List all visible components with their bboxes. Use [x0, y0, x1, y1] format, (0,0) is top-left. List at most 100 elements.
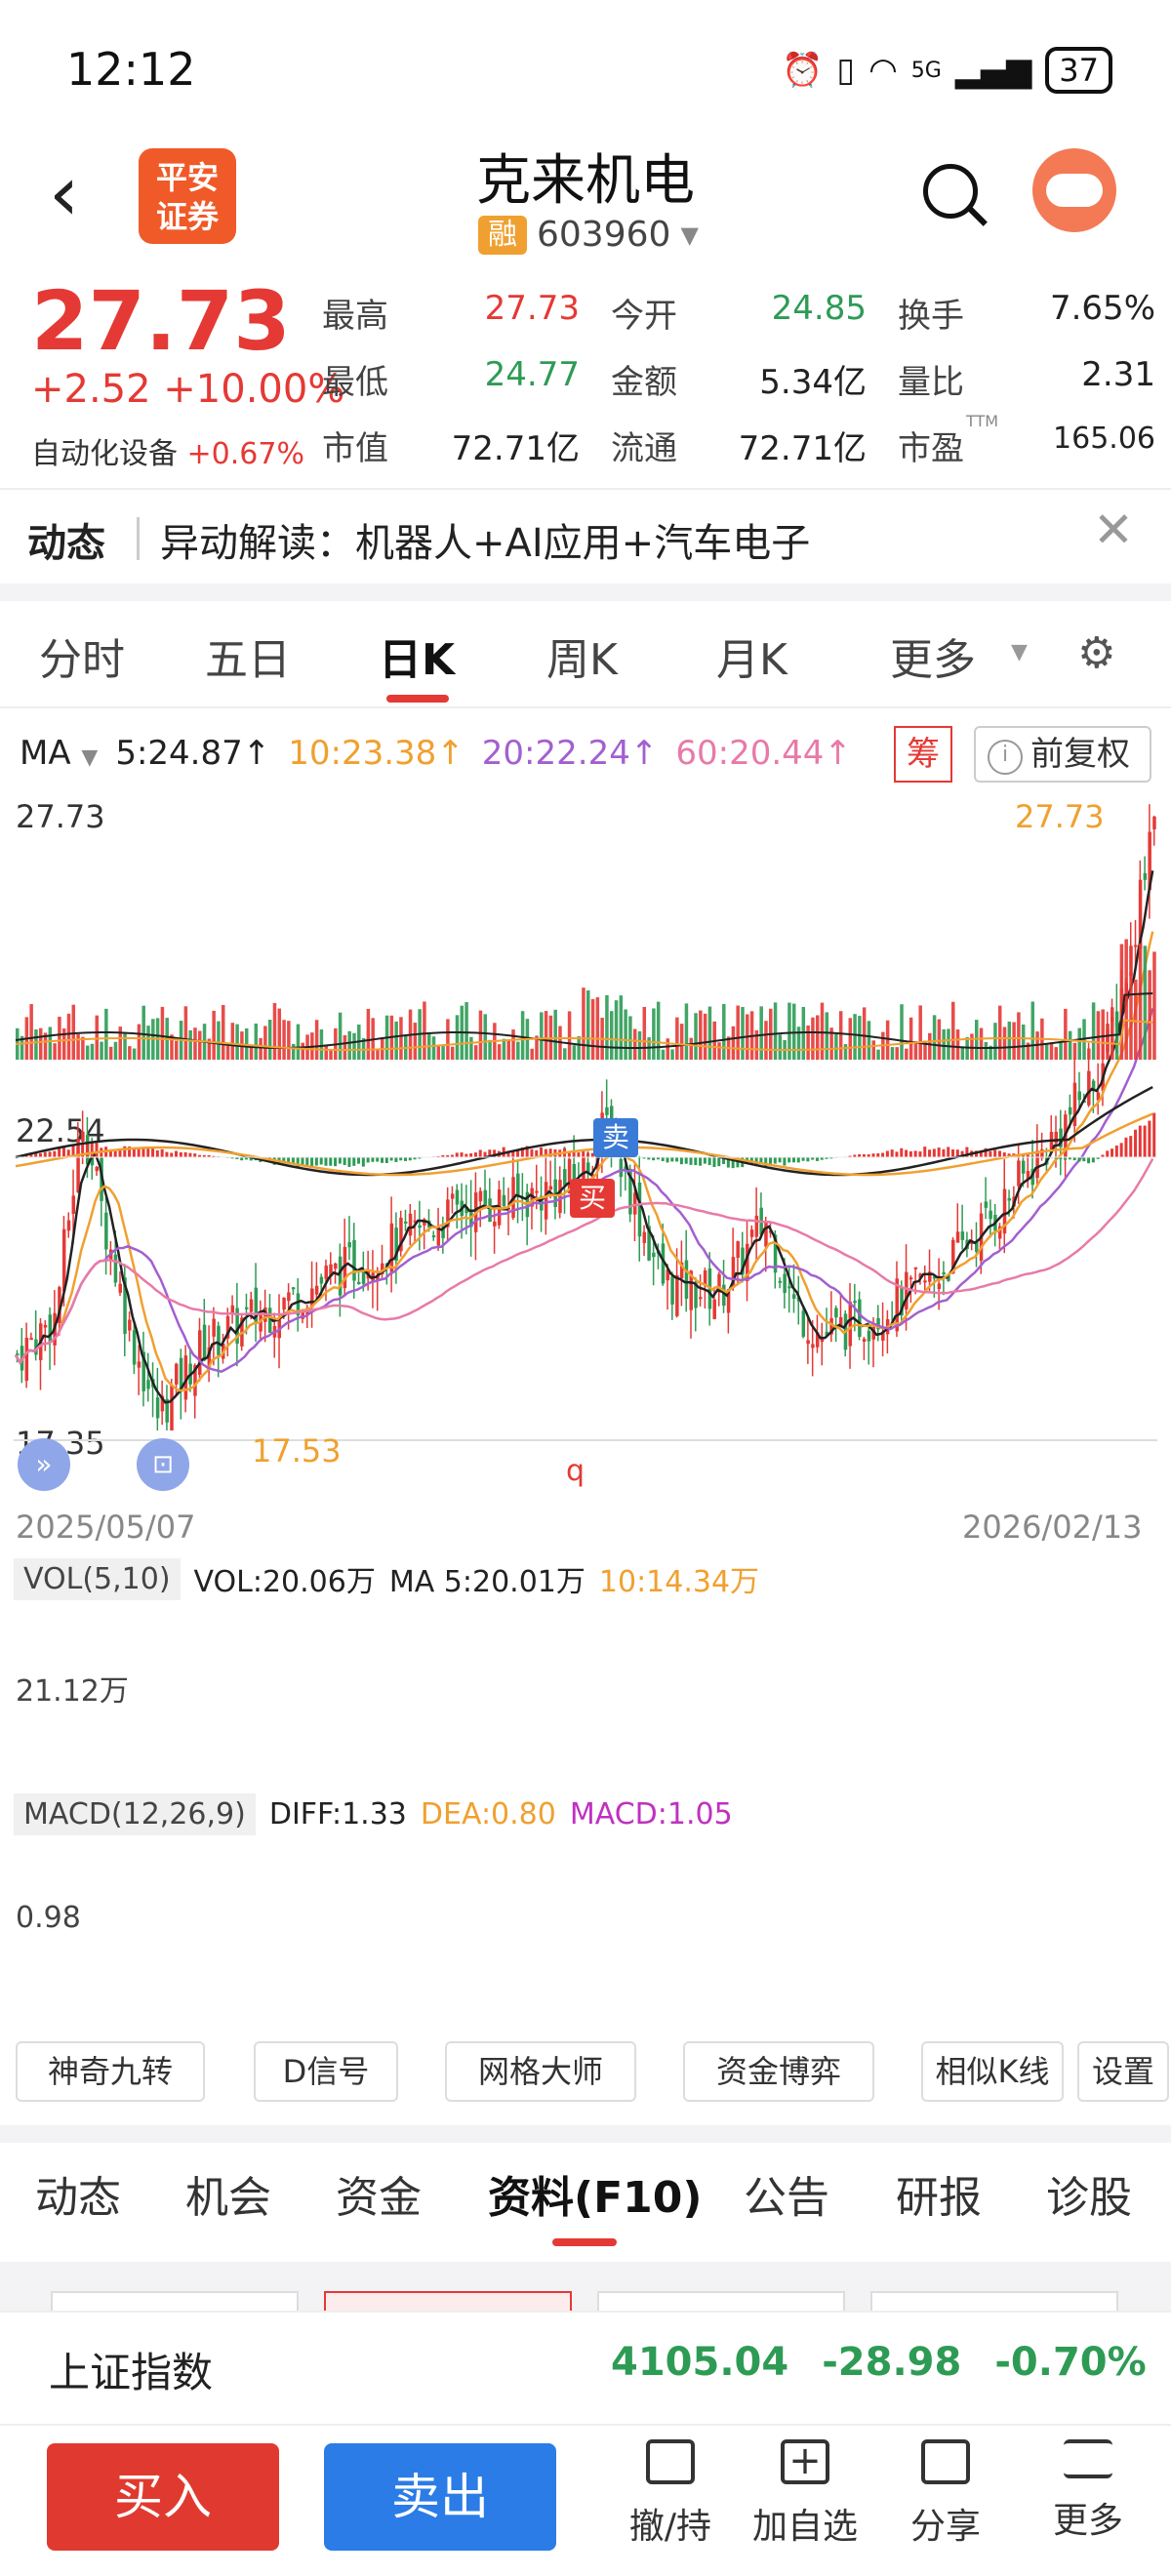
volume-bar — [394, 1021, 398, 1060]
ttm-label: TTM — [966, 412, 999, 430]
macd-bar — [871, 1153, 875, 1157]
sell-signal-tag[interactable]: 卖 — [593, 1118, 638, 1157]
sector-info[interactable]: 自动化设备 +0.67% — [31, 429, 304, 472]
tab-diagnosis[interactable]: 诊股 — [1046, 2173, 1132, 2223]
gear-icon[interactable]: ⚙ — [1077, 628, 1116, 678]
volume-bar — [741, 1006, 745, 1060]
adjust-button[interactable]: 前复权 — [974, 726, 1151, 783]
tab-wuri[interactable]: 五日 — [205, 635, 291, 685]
quote-label: 换手 — [898, 297, 964, 336]
tool-settings[interactable]: 设置 — [1077, 2041, 1169, 2102]
quote-value: 24.77 — [484, 355, 580, 394]
macd-bar — [1007, 1153, 1011, 1157]
news-strip[interactable] — [0, 488, 1171, 595]
volume-bar — [1138, 943, 1143, 1060]
buy-signal-tag[interactable]: 买 — [570, 1179, 615, 1218]
candle-body — [783, 1273, 787, 1293]
macd-label[interactable]: MACD(12,26,9) — [14, 1793, 256, 1835]
tab-research[interactable]: 研报 — [896, 2173, 982, 2223]
macd-bar — [679, 1157, 683, 1165]
share-button[interactable]: 分享 — [882, 2439, 1009, 2549]
add-watchlist-button[interactable]: + 加自选 — [742, 2439, 868, 2549]
expand-icon[interactable]: » — [18, 1438, 70, 1491]
sell-button[interactable]: 卖出 — [324, 2443, 556, 2551]
tab-f10[interactable]: 资料(F10) — [488, 2173, 703, 2223]
macd-bar — [923, 1147, 927, 1157]
candle-body — [1087, 1070, 1091, 1106]
tab-funds[interactable]: 资金 — [336, 2173, 422, 2223]
macd-bar — [188, 1152, 192, 1157]
vol-label[interactable]: VOL(5,10) — [14, 1557, 181, 1600]
tool-fund-game[interactable]: 资金博弈 — [683, 2041, 874, 2102]
tab-fenshi[interactable]: 分时 — [39, 635, 125, 685]
index-bar[interactable] — [0, 2311, 1171, 2418]
broker-logo: 平安 证券 — [139, 148, 236, 244]
tool-grid-master[interactable]: 网格大师 — [445, 2041, 636, 2102]
stock-code-selector[interactable]: 融 603960 ▼ — [478, 215, 699, 255]
tab-monthly-k[interactable]: 月K — [716, 635, 787, 685]
ma-legend[interactable]: MA ▼ 5:24.87↑ 10:23.38↑ 20:22.24↑ 60:20.… — [20, 734, 852, 773]
volume-bar — [212, 1010, 216, 1060]
macd-bar — [357, 1157, 361, 1164]
volume-bar — [431, 1036, 436, 1060]
volume-bar — [567, 1011, 572, 1060]
candle-body — [717, 1273, 721, 1293]
tab-more[interactable]: 更多 — [890, 635, 976, 685]
draw-tool-icon[interactable]: ⊡ — [137, 1438, 189, 1491]
kline-chart[interactable] — [0, 781, 1171, 2030]
back-icon[interactable]: ‹ — [49, 150, 80, 238]
close-icon[interactable]: ✕ — [1093, 502, 1134, 558]
candle-body — [764, 1222, 768, 1247]
more-button[interactable]: 更多 — [1025, 2439, 1151, 2543]
dropdown-icon: ▼ — [81, 745, 99, 770]
macd-bar — [796, 1157, 800, 1163]
macd-bar — [76, 1147, 80, 1157]
candle-body — [984, 1201, 989, 1208]
candle-body — [66, 1220, 71, 1231]
tab-announcement[interactable]: 公告 — [744, 2173, 829, 2223]
tool-d-signal[interactable]: D信号 — [254, 2041, 398, 2102]
macd-bar — [66, 1149, 70, 1157]
candle-body — [76, 1139, 80, 1192]
volume-bar — [441, 1046, 445, 1060]
cancel-hold-button[interactable]: 撤/持 — [607, 2439, 734, 2549]
tab-dynamics[interactable]: 动态 — [35, 2173, 121, 2223]
volume-bar — [1026, 1042, 1030, 1060]
buy-button[interactable]: 买入 — [47, 2443, 279, 2551]
macd-bar — [712, 1157, 716, 1168]
macd-legend[interactable]: MACD(12,26,9) DIFF:1.33 DEA:0.80 MACD:1.… — [14, 1793, 733, 1835]
event-marker[interactable]: q — [566, 1454, 586, 1488]
chevron-down-icon[interactable]: ▼ — [1011, 640, 1028, 664]
vol-legend[interactable]: VOL(5,10) VOL:20.06万 MA 5:20.01万 10:14.3… — [14, 1557, 759, 1600]
assistant-avatar[interactable] — [1032, 148, 1116, 232]
macd-bar — [1134, 1129, 1138, 1157]
candle-body — [853, 1301, 857, 1304]
volume-bar — [1143, 946, 1148, 1060]
macd-bar — [361, 1157, 365, 1167]
volume-bar — [829, 1027, 833, 1060]
menu-icon — [1064, 2439, 1112, 2478]
volume-bar — [885, 1020, 890, 1060]
tab-daily-k[interactable]: 日K — [379, 635, 456, 685]
candle-body — [389, 1223, 394, 1272]
macd-bar — [418, 1157, 422, 1159]
volume-bar — [722, 1003, 726, 1060]
candle-body — [183, 1355, 188, 1400]
tool-nine-turn[interactable]: 神奇九转 — [16, 2041, 205, 2102]
volume-bar — [66, 1013, 71, 1060]
candle-body — [352, 1240, 356, 1281]
price-change: +2.52 +10.00% — [31, 367, 345, 412]
chips-button[interactable]: 筹 — [894, 726, 952, 783]
macd-bar — [446, 1154, 450, 1157]
search-icon[interactable] — [923, 164, 978, 219]
tab-opportunity[interactable]: 机会 — [185, 2173, 271, 2223]
volume-bar — [675, 1017, 679, 1060]
tab-weekly-k[interactable]: 周K — [546, 635, 618, 685]
candle-body — [586, 1162, 590, 1174]
status-bar: 12:12 ⏰ ▯ ◠ 5G ▂▄▆ 37 — [0, 0, 1171, 137]
candle-body — [1068, 1107, 1072, 1115]
candle-body — [951, 1239, 955, 1274]
news-text[interactable]: 异动解读：机器人+AI应用+汽车电子 — [160, 521, 811, 566]
tool-similar-k[interactable]: 相似K线 — [921, 2041, 1064, 2102]
macd-bar — [53, 1150, 57, 1157]
